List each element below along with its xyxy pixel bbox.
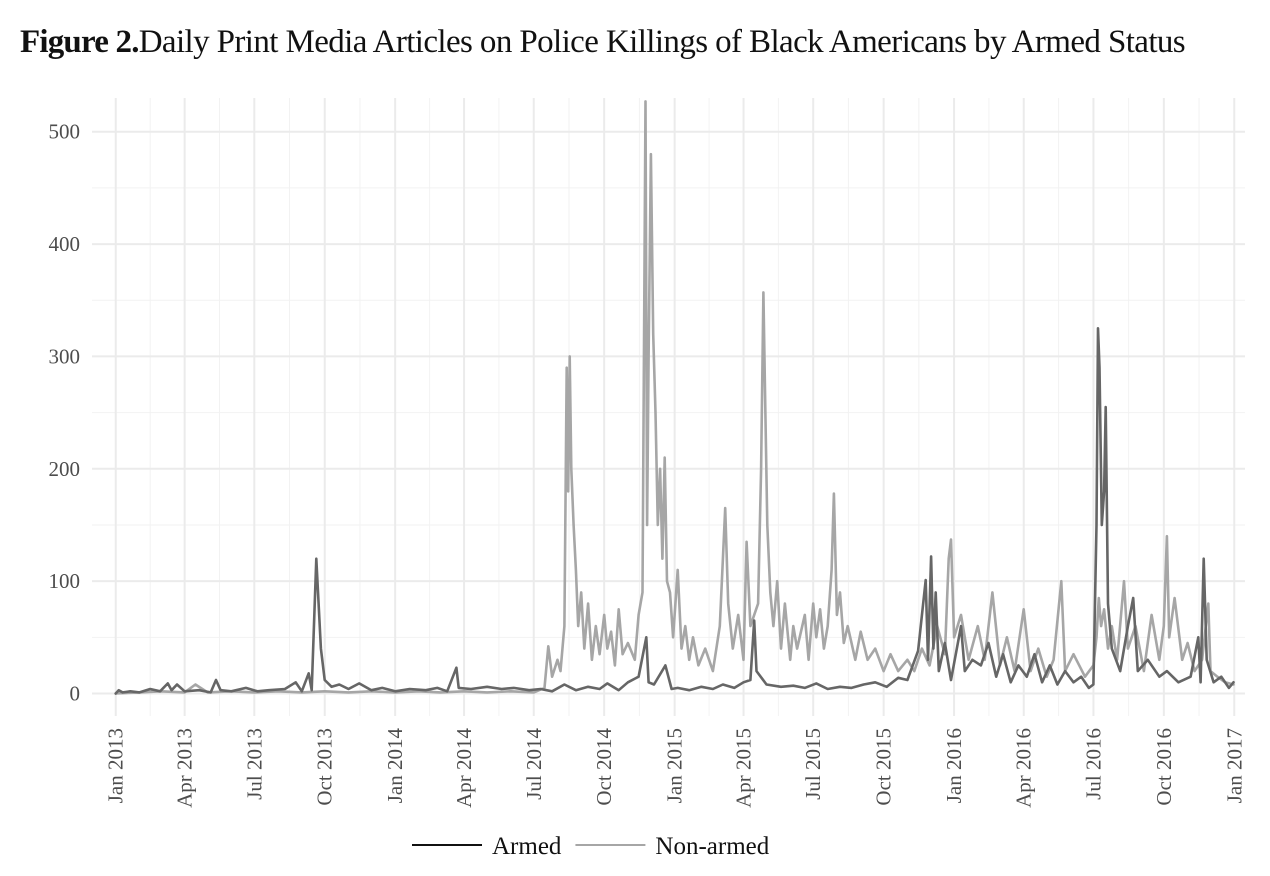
grid-minor bbox=[92, 98, 1245, 716]
legend-label-armed: Armed bbox=[492, 833, 562, 860]
x-tick-label: Jan 2016 bbox=[942, 728, 966, 803]
x-tick-label: Jan 2015 bbox=[663, 728, 687, 803]
legend: Armed Non-armed bbox=[412, 833, 770, 860]
x-tick-label: Oct 2014 bbox=[592, 728, 616, 806]
y-axis: 0 100 200 300 400 500 bbox=[49, 120, 81, 706]
y-tick-label: 200 bbox=[49, 457, 81, 481]
x-tick-label: Oct 2013 bbox=[313, 728, 337, 806]
x-tick-label: Jan 2013 bbox=[104, 728, 128, 803]
x-tick-label: Jul 2015 bbox=[801, 728, 825, 800]
x-tick-label: Jan 2014 bbox=[383, 728, 407, 804]
x-tick-label: Jul 2016 bbox=[1081, 728, 1105, 800]
y-tick-label: 300 bbox=[49, 344, 81, 368]
x-tick-label: Jul 2014 bbox=[522, 728, 546, 800]
x-tick-label: Apr 2013 bbox=[173, 728, 197, 808]
x-tick-label: Jul 2013 bbox=[242, 728, 266, 800]
series-layer bbox=[114, 100, 1235, 695]
x-axis: Jan 2013 Apr 2013 Jul 2013 Oct 2013 Jan 2014… bbox=[104, 728, 1247, 808]
series-line-non-armed bbox=[114, 100, 1235, 695]
x-tick-label: Oct 2016 bbox=[1152, 728, 1176, 806]
x-tick-label: Apr 2015 bbox=[732, 728, 756, 808]
figure-caption: Daily Print Media Articles on Police Kil… bbox=[138, 24, 1186, 60]
x-tick-label: Apr 2016 bbox=[1012, 728, 1036, 808]
x-tick-label: Apr 2014 bbox=[452, 728, 476, 808]
figure-title: Figure 2.Daily Print Media Articles on P… bbox=[20, 22, 1260, 62]
y-tick-label: 400 bbox=[49, 232, 81, 256]
grid-major bbox=[92, 98, 1245, 716]
y-tick-label: 100 bbox=[49, 569, 81, 593]
figure-label: Figure 2. bbox=[20, 24, 139, 60]
x-tick-label: Oct 2015 bbox=[872, 728, 896, 806]
legend-label-non-armed: Non-armed bbox=[655, 833, 769, 860]
series-line-armed bbox=[114, 326, 1235, 695]
y-tick-label: 0 bbox=[70, 682, 81, 706]
y-tick-label: 500 bbox=[49, 120, 81, 144]
x-tick-label: Jan 2017 bbox=[1222, 728, 1246, 803]
